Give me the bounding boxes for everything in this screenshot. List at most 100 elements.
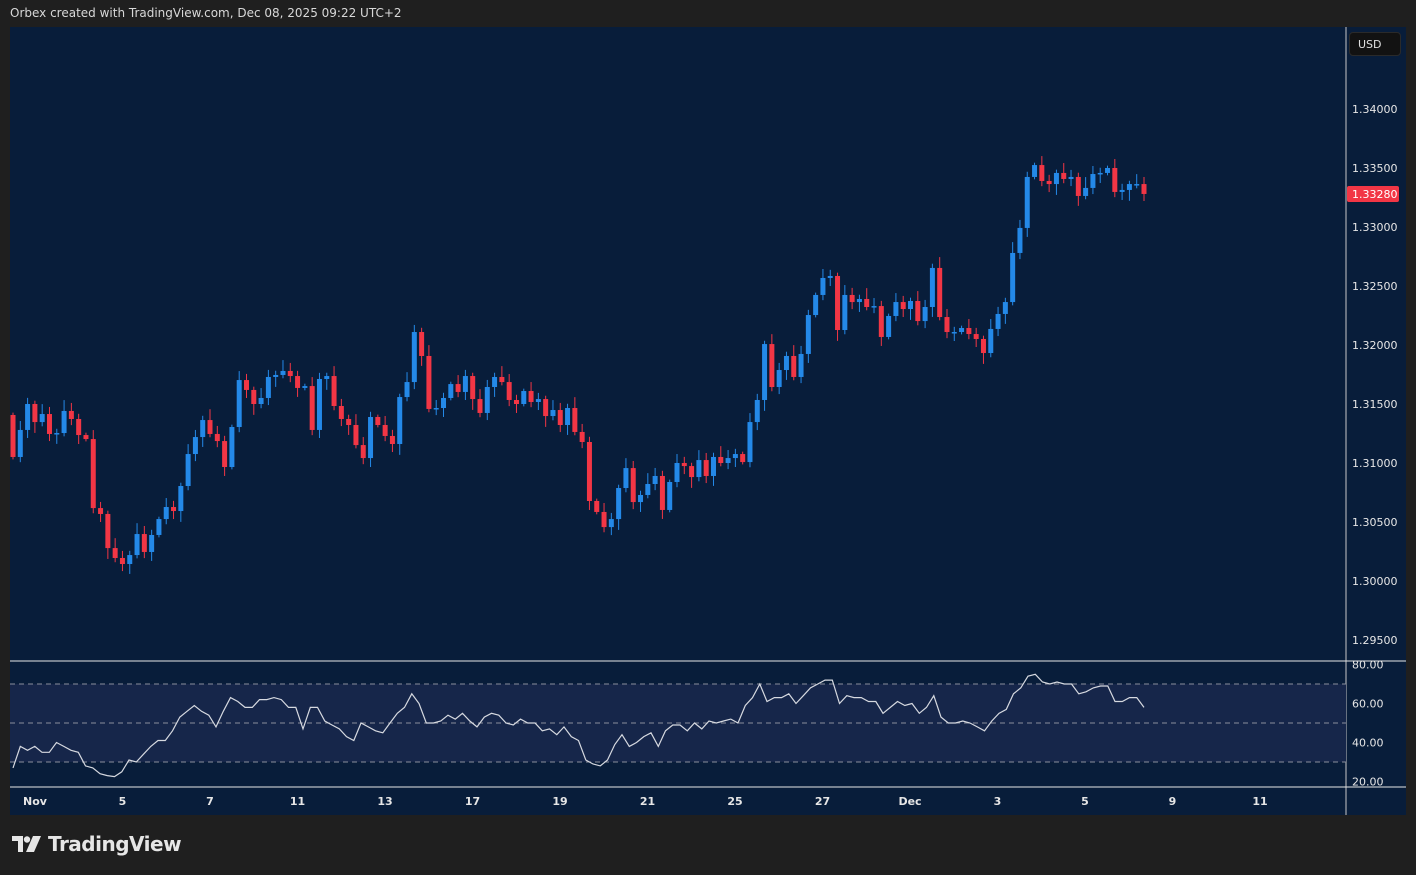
candle-up [645, 484, 651, 495]
candle-down [338, 406, 344, 419]
price-tick-label: 1.30000 [1352, 575, 1398, 588]
candle-down [915, 300, 921, 322]
candle-up [404, 382, 410, 398]
candle-down [499, 376, 505, 383]
rsi-tick-label: 20.00 [1352, 776, 1384, 789]
candle-up [484, 387, 490, 413]
candle-up [754, 399, 760, 423]
time-tick-label: 13 [377, 795, 392, 808]
candle-down [1141, 184, 1147, 194]
candle-up [908, 300, 914, 310]
candle-up [783, 355, 789, 371]
currency-button[interactable]: USD [1349, 32, 1401, 56]
candle-up [368, 416, 374, 459]
candle-down [966, 328, 972, 335]
time-tick-label: 5 [1081, 795, 1089, 808]
candle-up [747, 422, 753, 463]
candle-up [397, 397, 403, 445]
candle-down [112, 548, 118, 558]
candle-up [929, 267, 935, 308]
candle-down [681, 463, 687, 467]
candle-up [1119, 189, 1125, 192]
candle-up [1105, 168, 1111, 173]
time-tick-label: Dec [898, 795, 921, 808]
candle-down [1112, 168, 1118, 192]
candle-up [185, 454, 191, 487]
candle-up [1017, 227, 1023, 253]
candle-down [141, 534, 147, 552]
candle-up [995, 313, 1001, 329]
candle-down [835, 275, 841, 331]
candle-down [171, 507, 177, 512]
candle-down [791, 355, 797, 377]
candle-up [265, 376, 271, 398]
candle-down [557, 410, 563, 426]
candle-up [1083, 187, 1089, 196]
time-tick-label: 7 [206, 795, 214, 808]
rsi-tick-label: 40.00 [1352, 737, 1384, 750]
candle-up [1134, 184, 1140, 186]
candle-up [149, 534, 155, 552]
price-tick-label: 1.33500 [1352, 162, 1398, 175]
candle-up [652, 475, 658, 485]
candle-up [156, 519, 162, 535]
candle-up [1032, 165, 1038, 177]
candle-down [944, 317, 950, 333]
candle-up [1010, 252, 1016, 303]
candle-down [470, 376, 476, 400]
candle-up [1024, 176, 1030, 228]
tradingview-logo: TradingView [12, 832, 182, 856]
candle-up [842, 294, 848, 331]
candle-down [105, 513, 111, 549]
candle-up [776, 370, 782, 388]
candle-up [710, 456, 716, 476]
candle-down [309, 386, 315, 430]
candle-down [572, 408, 578, 432]
candle-up [813, 294, 819, 316]
last-price-badge [1347, 185, 1399, 202]
time-tick-label: 19 [552, 795, 567, 808]
candle-up [1068, 176, 1074, 179]
logo-text: TradingView [48, 832, 182, 856]
candle-down [973, 334, 979, 339]
candle-up [922, 307, 928, 322]
candle-down [243, 380, 249, 390]
candle-up [302, 386, 308, 388]
candle-down [513, 399, 519, 404]
candle-up [258, 397, 264, 404]
candle-up [638, 494, 644, 503]
candle-down [207, 420, 213, 434]
candle-up [856, 298, 862, 303]
candle-up [565, 408, 571, 426]
candle-down [1046, 180, 1052, 185]
rsi-line [12, 673, 1145, 778]
candle-down [32, 404, 38, 423]
rsi-tick-label: 60.00 [1352, 698, 1384, 711]
candle-up [324, 376, 330, 379]
candle-up [1053, 172, 1059, 185]
candle-up [236, 380, 242, 428]
candle-up [1090, 174, 1096, 188]
candle-down [251, 389, 257, 404]
candle-down [295, 376, 301, 388]
candle-up [893, 302, 899, 316]
candle-up [725, 458, 731, 463]
candle-down [353, 425, 359, 446]
candle-up [39, 414, 45, 423]
candle-down [980, 338, 986, 354]
candle-down [98, 508, 104, 514]
candle-down [389, 435, 395, 445]
tradingview-logo-icon [12, 836, 41, 852]
candle-down [10, 414, 16, 457]
candle-down [331, 376, 337, 407]
candle-down [601, 511, 607, 528]
price-tick-label: 1.29500 [1352, 634, 1398, 647]
candle-down [703, 460, 709, 476]
candle-down [900, 302, 906, 310]
candle-up [886, 315, 892, 337]
rsi-tick-label: 80.00 [1352, 659, 1384, 672]
candle-down [455, 384, 461, 392]
candle-up [959, 328, 965, 333]
candle-down [360, 445, 366, 459]
candle-up [762, 344, 768, 400]
